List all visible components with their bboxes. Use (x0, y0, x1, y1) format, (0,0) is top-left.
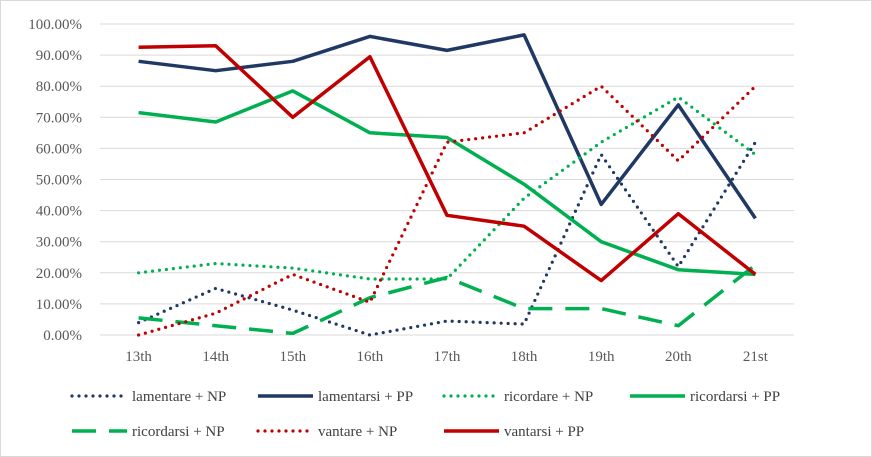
legend-entry: lamentarsi + PP (258, 389, 413, 405)
y-tick-label: 0.00% (43, 328, 82, 344)
x-tick-label: 16th (357, 349, 384, 365)
x-axis: 13th 14th 15th 16th 17th 18th 19th 20th 21st (100, 334, 794, 365)
y-tick-label: 60.00% (36, 141, 82, 157)
y-tick-label: 70.00% (36, 110, 82, 126)
series-line-lamentare-np (137, 140, 758, 337)
x-tick-label: 15th (279, 349, 306, 365)
x-tick-label: 14th (202, 349, 229, 365)
series-line-vantarsi-pp (138, 44, 757, 283)
x-tick-label: 13th (125, 349, 152, 365)
y-tick-label: 40.00% (36, 204, 82, 220)
series-line-vantare-np (137, 84, 758, 337)
x-tick-label: 20th (665, 349, 692, 365)
legend-entry: ricordarsi + PP (630, 389, 780, 405)
x-tick-label: 19th (588, 349, 615, 365)
series-line-ricordarsi-pp (138, 89, 756, 277)
legend-label: ricordarsi + PP (690, 389, 780, 405)
legend-label: vantare + NP (318, 424, 397, 440)
legend-entry: lamentare + NP (70, 389, 226, 405)
y-tick-label: 50.00% (36, 173, 82, 189)
y-tick-label: 80.00% (36, 79, 82, 95)
legend-entry: ricordare + NP (442, 389, 593, 405)
series-lines (137, 33, 758, 337)
legend: lamentare + NP lamentarsi + PP ricordare +… (70, 389, 780, 440)
y-tick-label: 20.00% (36, 266, 82, 282)
series-line-ricordarsi-np (138, 263, 757, 336)
legend-entry: ricordarsi + NP (72, 424, 225, 440)
legend-entry: vantare + NP (256, 424, 397, 440)
x-tick-label: 17th (434, 349, 461, 365)
legend-label: lamentare + NP (132, 389, 226, 405)
y-axis-ticks: 0.00% 10.00% 20.00% 30.00% 40.00% 50.00% 60.00… (28, 17, 82, 344)
x-tick-label: 18th (511, 349, 538, 365)
x-tick-label: 21st (743, 349, 769, 365)
y-tick-label: 90.00% (36, 48, 82, 64)
y-tick-label: 10.00% (36, 297, 82, 313)
legend-entry: vantarsi + PP (444, 424, 584, 440)
series-line-ricordare-np (137, 95, 758, 281)
y-tick-label: 30.00% (36, 235, 82, 251)
legend-label: ricordare + NP (504, 389, 593, 405)
legend-label: vantarsi + PP (504, 424, 584, 440)
legend-label: ricordarsi + NP (132, 424, 225, 440)
y-tick-label: 100.00% (28, 17, 82, 33)
legend-label: lamentarsi + PP (318, 389, 413, 405)
